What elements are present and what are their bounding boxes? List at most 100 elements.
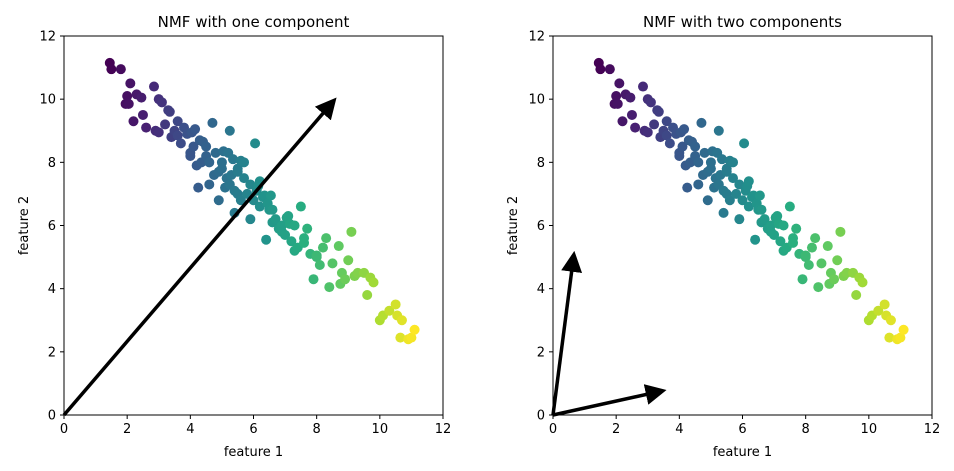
right-chart-point [822,241,833,252]
right-chart-title: NMF with two components [643,13,842,31]
right-chart-point [750,234,761,245]
left-chart-point [289,220,300,231]
left-chart-points [104,57,420,345]
right-chart-component-arrow-1 [551,250,583,416]
left-chart-y-axis-label: feature 2 [17,196,32,255]
left-chart-point [149,81,160,92]
right-chart-point [693,157,704,168]
left-chart-point [172,116,183,127]
left-chart-point [333,241,344,252]
right-chart-point [682,182,693,193]
right-chart-point [728,173,739,184]
right-chart-point [895,332,906,343]
right-chart-point [778,220,789,231]
right-chart-point [739,138,750,149]
left-chart-point [327,258,338,269]
right-chart-point [638,81,649,92]
right-chart-point [630,122,641,133]
left-chart-point [321,233,332,244]
left-chart-point [390,299,401,310]
left-chart-point [224,125,235,136]
left-chart-point [201,141,212,152]
left-chart-point [362,289,373,300]
left-chart-point [235,195,246,206]
right-chart-y-tick-label: 6 [537,219,545,234]
right-chart-point [645,97,656,108]
right-chart-point [721,166,732,177]
right-chart-point [797,274,808,285]
left-chart-y-tick-label: 0 [48,409,56,424]
right-chart-point [649,119,660,130]
left-chart-point [156,97,167,108]
left-chart-y-tick-label: 6 [48,219,56,234]
left-chart-point [153,127,164,138]
left-chart-point [204,179,215,190]
left-chart-point [172,130,183,141]
right-chart-point [690,141,701,152]
right-chart-point [713,125,724,136]
left-chart-point [265,190,276,201]
right-chart-point [788,237,799,248]
left-chart-point [314,259,325,270]
right-chart-point [614,78,625,89]
right-chart-x-axis: 0 2 4 6 8 10 12 [549,415,940,437]
left-chart-point [188,141,199,152]
right-chart-point [857,277,868,288]
right-chart-point [728,157,739,168]
left-chart-y-tick-label: 10 [39,93,56,108]
left-chart-point [283,211,294,222]
left-chart-x-tick-label: 6 [249,422,257,437]
right-chart-plot-frame [552,35,933,416]
left-chart-point [250,138,261,149]
right-chart-y-tick-label: 0 [537,409,545,424]
left-chart-point [164,106,175,117]
right-chart-x-tick-label: 10 [861,422,878,437]
left-chart-point [137,109,148,120]
right-chart-y-tick-label: 10 [528,93,545,108]
right-chart-x-tick-label: 0 [549,422,557,437]
left-chart-point [128,116,139,127]
right-chart-point [677,141,688,152]
right-chart-point [702,195,713,206]
right-chart-point [611,91,622,102]
left-chart-point [213,195,224,206]
left-chart-point [346,226,357,237]
left-chart-point [409,324,420,335]
right-chart-point [879,299,890,310]
right-chart-point [884,332,895,343]
right-chart-point [612,98,623,109]
left-chart-point [106,64,117,75]
left-chart-point [232,166,243,177]
right-chart-point [898,324,909,335]
right-chart-point [734,179,745,190]
right-chart-y-tick-label: 2 [537,345,545,360]
left-chart-point [122,91,133,102]
left-chart-point [204,157,215,168]
left-chart-point [239,173,250,184]
left-chart-point [254,201,265,212]
right-chart-point [806,242,817,253]
right-chart-point [737,195,748,206]
left-chart-x-axis-label: feature 1 [224,445,283,460]
left-chart-point [141,122,152,133]
left-chart-point [406,332,417,343]
right-chart-point [642,127,653,138]
right-chart-panel: NMF with two components 0 2 4 6 8 10 12 0 2 4 6 8 1… [506,13,940,460]
right-chart-point [772,211,783,222]
left-chart-point [175,138,186,149]
left-chart-point [302,223,313,234]
left-chart-component-arrow-1 [62,97,337,417]
right-chart-y-tick-label: 12 [528,30,545,45]
right-chart-point [718,207,729,218]
left-chart-point [270,214,281,225]
right-chart-point [664,138,675,149]
right-chart-point [626,109,637,120]
right-chart-y-tick-label: 8 [537,156,545,171]
left-chart-point [115,64,126,75]
right-chart-point [679,124,690,135]
left-chart-point [286,236,297,247]
right-chart-x-axis-label: feature 1 [713,445,772,460]
right-chart-point [803,259,814,270]
left-chart-point [368,277,379,288]
left-chart-plot-frame [63,35,444,416]
